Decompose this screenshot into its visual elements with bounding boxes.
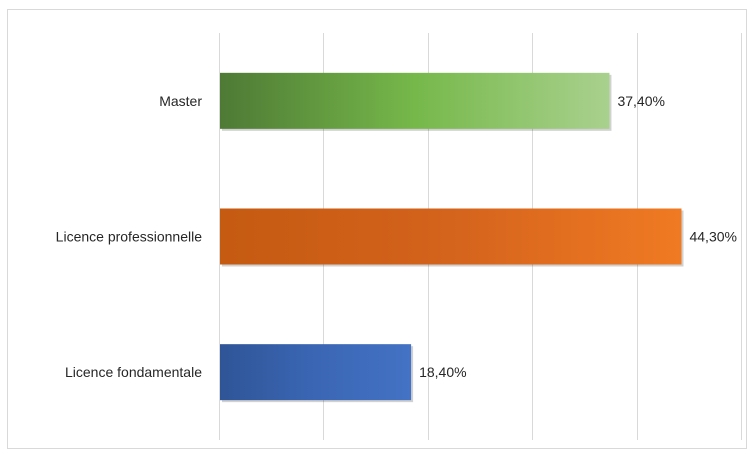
value-label-2: 18,40%	[419, 364, 466, 380]
label-layer: Master 37,40% Licence professionnelle 44,30…	[56, 93, 737, 380]
category-label-1: Licence professionnelle	[56, 229, 203, 245]
bar-master	[220, 72, 610, 129]
bar-licence-fondamentale	[220, 344, 412, 401]
category-label-0: Master	[159, 93, 202, 109]
bar-licence-professionnelle	[220, 208, 682, 265]
category-label-2: Licence fondamentale	[65, 364, 202, 380]
bar-layer	[220, 72, 684, 403]
value-label-0: 37,40%	[617, 93, 664, 109]
value-label-1: 44,30%	[689, 229, 736, 245]
